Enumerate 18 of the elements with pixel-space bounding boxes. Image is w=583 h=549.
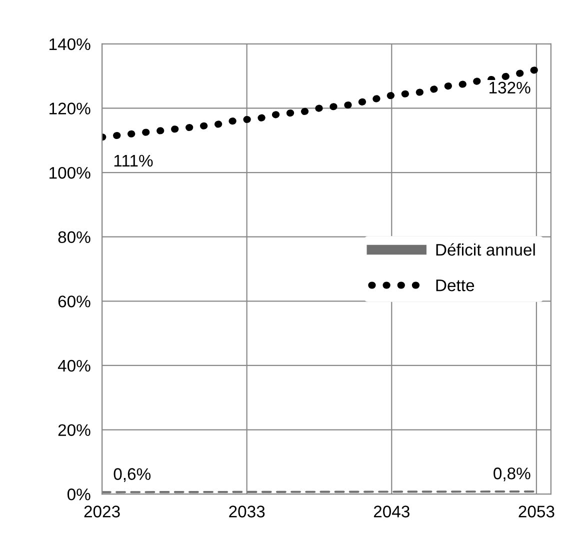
x-tick-label: 2043 (374, 506, 410, 518)
y-tick-label: 20% (58, 424, 90, 436)
legend-label: Déficit annuel (436, 243, 535, 256)
y-tick-label: 0% (67, 488, 90, 500)
y-tick-label: 60% (58, 296, 90, 308)
y-tick-label: 80% (58, 231, 90, 244)
x-tick-label: 2033 (229, 506, 265, 518)
y-tick-label: 140% (50, 38, 90, 50)
y-tick-label: 120% (50, 102, 90, 114)
legend-label: Dette (436, 280, 474, 292)
y-tick-label: 100% (50, 166, 90, 179)
data-label: 132% (490, 82, 530, 94)
data-label: 111% (114, 154, 153, 167)
x-tick-label: 2023 (84, 506, 120, 518)
y-tick-label: 40% (58, 360, 90, 372)
data-label: 0,8% (494, 468, 530, 482)
data-label: 0,6% (114, 468, 151, 482)
x-tick-label: 2053 (518, 506, 554, 518)
